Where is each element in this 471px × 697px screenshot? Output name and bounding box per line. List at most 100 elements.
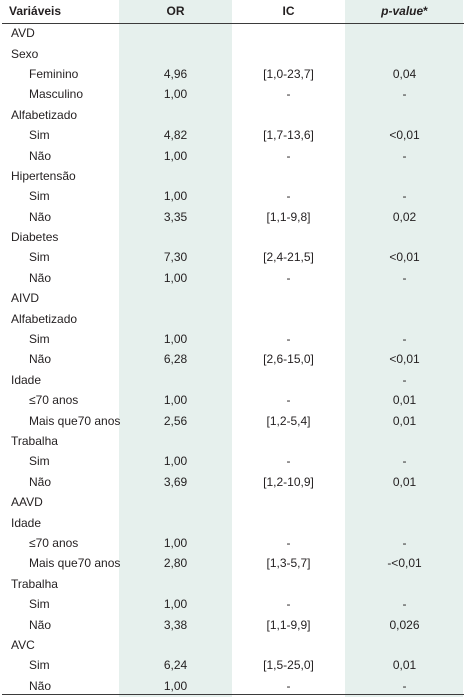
- header-pvalue: p-value*: [345, 0, 464, 23]
- table-row: Sim 4,82 [1,7-13,6] <0,01: [2, 125, 464, 145]
- ic-cell: [232, 635, 345, 655]
- ic-cell: -: [286, 87, 291, 102]
- ic-cell: [232, 23, 345, 43]
- header-pvalue-text: p-value: [381, 4, 424, 19]
- ic-cell: [232, 166, 345, 186]
- pvalue-cell: <0,01: [389, 352, 420, 367]
- ic-cell: [232, 431, 345, 451]
- table-row: AAVD: [2, 492, 464, 512]
- variable-cell: Alfabetizado: [11, 311, 78, 326]
- ic-cell: [1,2-5,4]: [266, 413, 311, 428]
- ic-cell: [232, 512, 345, 532]
- pvalue-cell: 0,02: [392, 209, 417, 224]
- ic-cell: [232, 227, 345, 247]
- pvalue-cell: -: [402, 332, 407, 347]
- header-pvalue-footnote-mark: *: [423, 4, 428, 19]
- or-cell: 4,82: [163, 128, 188, 143]
- pvalue-cell: -: [402, 148, 407, 163]
- table-row: Não 1,00 - -: [2, 145, 464, 165]
- variable-cell: Não: [29, 617, 52, 632]
- variable-cell: Sim: [29, 250, 50, 265]
- pvalue-cell: [345, 492, 464, 512]
- or-cell: 1,00: [163, 535, 188, 550]
- pvalue-cell: -: [402, 597, 407, 612]
- table-row: ≤70 anos 1,00 - -: [2, 533, 464, 553]
- or-cell: [119, 635, 232, 655]
- variable-cell: AVC: [11, 637, 35, 652]
- pvalue-cell: [345, 105, 464, 125]
- table-row: Não 1,00 - -: [2, 676, 464, 696]
- table-row: Mais que70 anos 2,80 [1,3-5,7] -<0,01: [2, 553, 464, 573]
- or-cell: [119, 574, 232, 594]
- variable-cell: Sim: [29, 658, 50, 673]
- header-variaveis: Variáveis: [9, 4, 62, 19]
- or-cell: [119, 227, 232, 247]
- variable-cell: AIVD: [11, 291, 40, 306]
- pvalue-cell: [345, 308, 464, 328]
- pvalue-cell: [345, 43, 464, 63]
- table-row: Alfabetizado: [2, 105, 464, 125]
- table-row: Sim 1,00 - -: [2, 594, 464, 614]
- pvalue-cell: -: [402, 454, 407, 469]
- pvalue-cell: [345, 227, 464, 247]
- table-row: Não 3,35 [1,1-9,8] 0,02: [2, 207, 464, 227]
- pvalue-cell: -: [402, 678, 407, 693]
- or-cell: 3,35: [163, 209, 188, 224]
- table-row: Idade: [2, 512, 464, 532]
- ic-cell: -: [286, 332, 291, 347]
- or-cell: [119, 288, 232, 308]
- table-bottom-rule: [2, 694, 464, 695]
- ic-cell: -: [286, 189, 291, 204]
- or-cell: 2,56: [163, 413, 188, 428]
- ic-cell: [1,2-10,9]: [263, 474, 314, 489]
- or-cell: 1,00: [163, 270, 188, 285]
- or-cell: [119, 308, 232, 328]
- table-row: AVD: [2, 23, 464, 43]
- pvalue-cell: -: [402, 87, 407, 102]
- or-cell: 4,96: [163, 66, 188, 81]
- table-row: Não 1,00 - -: [2, 268, 464, 288]
- pvalue-cell: 0,04: [392, 66, 417, 81]
- ic-cell: [1,1-9,8]: [266, 209, 311, 224]
- table-row: Feminino 4,96 [1,0-23,7] 0,04: [2, 64, 464, 84]
- ic-cell: [232, 370, 345, 390]
- or-cell: 1,00: [163, 678, 188, 693]
- variable-cell: Diabetes: [11, 230, 59, 245]
- pvalue-cell: 0,01: [392, 474, 417, 489]
- variable-cell: AAVD: [11, 495, 43, 510]
- table-row: ≤70 anos 1,00 - 0,01: [2, 390, 464, 410]
- variable-cell: Masculino: [29, 87, 84, 102]
- variable-cell: Idade: [11, 515, 42, 530]
- variable-cell: ≤70 anos: [29, 393, 79, 408]
- or-cell: 6,24: [163, 658, 188, 673]
- ic-cell: [232, 574, 345, 594]
- variable-cell: Sim: [29, 597, 50, 612]
- pvalue-cell: [345, 23, 464, 43]
- ic-cell: -: [286, 270, 291, 285]
- or-cell: [119, 431, 232, 451]
- or-cell: 1,00: [163, 597, 188, 612]
- pvalue-cell: [345, 431, 464, 451]
- ic-cell: -: [286, 148, 291, 163]
- variable-cell: Sexo: [11, 46, 39, 61]
- or-cell: 3,38: [163, 617, 188, 632]
- or-cell: [119, 166, 232, 186]
- pvalue-cell: -: [402, 372, 407, 387]
- table-row: Trabalha: [2, 431, 464, 451]
- variable-cell: Feminino: [29, 66, 79, 81]
- ic-cell: [2,6-15,0]: [263, 352, 314, 367]
- or-cell: [119, 492, 232, 512]
- ic-cell: [232, 308, 345, 328]
- pvalue-cell: -<0,01: [387, 556, 422, 571]
- pvalue-cell: 0,01: [392, 393, 417, 408]
- pvalue-cell: 0,026: [389, 617, 420, 632]
- table-row: AVC: [2, 635, 464, 655]
- header-or: OR: [166, 4, 185, 19]
- table-row: Não 3,38 [1,1-9,9] 0,026: [2, 614, 464, 634]
- variable-cell: Sim: [29, 454, 50, 469]
- variable-cell: Não: [29, 270, 52, 285]
- ic-cell: [1,1-9,9]: [266, 617, 311, 632]
- table-row: Diabetes: [2, 227, 464, 247]
- table-row: Não 6,28 [2,6-15,0] <0,01: [2, 349, 464, 369]
